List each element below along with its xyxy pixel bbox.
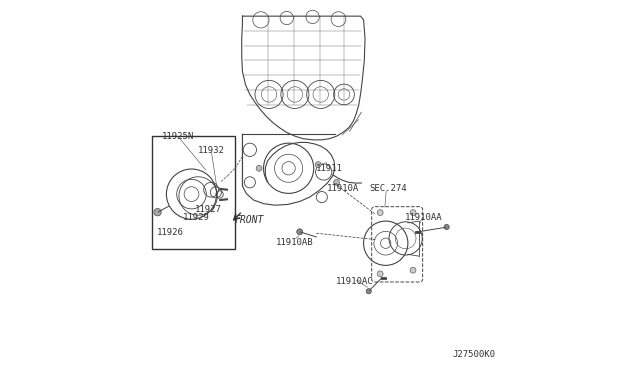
Text: 11929: 11929 [183,213,210,222]
Text: 11932: 11932 [198,147,225,155]
Circle shape [377,271,383,277]
Circle shape [444,224,449,230]
Text: 11910AA: 11910AA [405,213,443,222]
Text: 11926: 11926 [157,228,184,237]
Text: J27500K0: J27500K0 [452,350,495,359]
Text: 11927: 11927 [195,205,222,215]
Circle shape [154,209,161,216]
Text: 11910AC: 11910AC [336,277,374,286]
Circle shape [366,289,371,294]
Text: 11925N: 11925N [162,132,194,141]
Text: 11911: 11911 [316,164,342,173]
Bar [152,136,235,249]
Circle shape [333,179,340,185]
Text: FRONT: FRONT [234,215,264,225]
Circle shape [316,161,321,167]
Text: 11910A: 11910A [327,185,359,193]
Circle shape [377,210,383,215]
Text: SEC.274: SEC.274 [369,185,407,193]
Circle shape [256,165,262,171]
Circle shape [297,229,303,235]
Circle shape [410,267,416,273]
Text: 11910AB: 11910AB [276,238,314,247]
Circle shape [410,210,416,215]
